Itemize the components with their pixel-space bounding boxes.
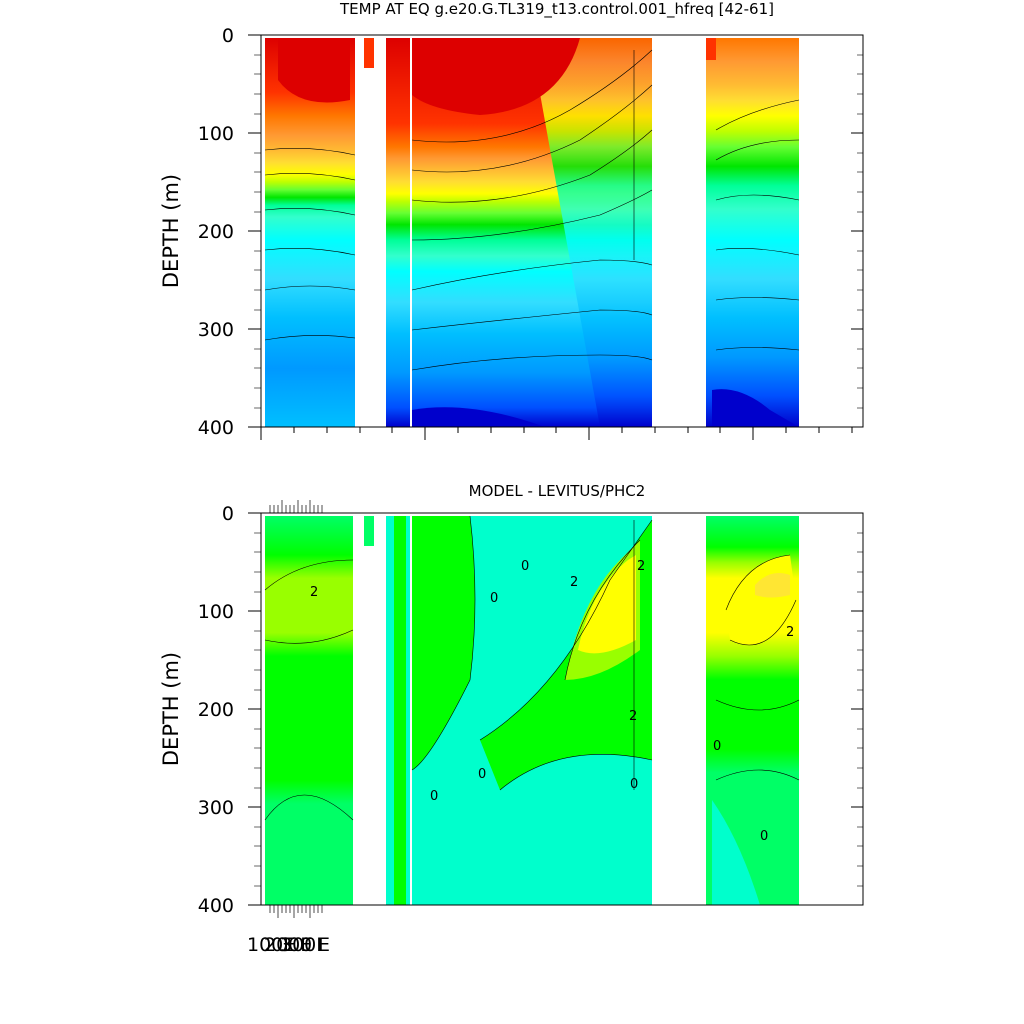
bottom-y-axis-label: DEPTH (m) — [159, 652, 183, 766]
bottom-y-ticks: 0 100 200 300 400 — [198, 503, 863, 917]
top-warm-west — [278, 38, 350, 103]
bottom-contour-lines — [264, 515, 800, 821]
x-tick-label: E — [318, 934, 330, 956]
bottom-contour-line — [729, 599, 797, 646]
top-fill-island-1 — [364, 38, 374, 68]
contour-label: 0 — [490, 591, 498, 606]
top-y-minor-ticks — [254, 54, 863, 409]
contour-label: 2 — [570, 575, 578, 590]
top-contour-line — [715, 194, 800, 201]
top-contour-line — [264, 248, 356, 256]
top-warm-pool — [412, 38, 580, 115]
contour-label: 0 — [478, 767, 486, 782]
bottom-land-gap — [652, 516, 706, 905]
contour-label: 0 — [630, 777, 638, 792]
bottom-panel-title: MODEL - LEVITUS/PHC2 — [469, 482, 646, 500]
bottom-contour-line — [411, 515, 476, 771]
top-contour-line — [264, 173, 356, 181]
top-contour-line — [411, 129, 653, 203]
top-y-axis-label: DEPTH (m) — [159, 174, 183, 288]
contour-label: 2 — [637, 559, 645, 574]
top-contour-line — [264, 148, 356, 156]
contour-label: 0 — [760, 829, 768, 844]
bottom-x-tick-marks — [269, 500, 323, 918]
top-deep-blue-east — [712, 389, 799, 427]
bottom-y-tick-label: 300 — [198, 797, 234, 819]
bottom-fill-west — [265, 516, 353, 905]
top-contour-line — [411, 189, 653, 241]
x-tick-label: 200E — [264, 934, 312, 956]
bottom-y-tick-marks — [248, 512, 863, 906]
contour-label: 2 — [629, 709, 637, 724]
top-contour-line — [411, 84, 653, 173]
bottom-contour-line — [564, 539, 641, 681]
bottom-cyan-east-deep — [712, 800, 760, 905]
top-deep-blue-central — [412, 407, 545, 427]
top-fill-east-warm — [706, 38, 716, 60]
top-contour-line — [264, 285, 356, 291]
bottom-contour-fill — [265, 516, 799, 905]
top-fill-west — [265, 38, 355, 427]
top-contour-line — [264, 208, 356, 216]
top-contour-lines — [264, 49, 800, 371]
top-y-tick-marks — [248, 34, 863, 428]
top-y-tick-label: 300 — [198, 319, 234, 341]
bottom-contour-line — [264, 794, 354, 821]
top-y-tick-label: 0 — [222, 25, 234, 47]
bottom-y-tick-label: 200 — [198, 699, 234, 721]
top-contour-line — [715, 297, 800, 301]
top-panel-title: TEMP AT EQ g.e20.G.TL319_t13.control.001… — [339, 0, 774, 19]
top-y-ticks: 0 100 200 300 400 — [198, 25, 863, 439]
top-contour-fill — [265, 38, 799, 427]
bottom-contour-line — [715, 699, 800, 711]
x-tick-label: 100E — [247, 934, 295, 956]
bottom-y-tick-label: 400 — [198, 895, 234, 917]
bottom-gold-east — [755, 572, 790, 598]
top-contour-line — [411, 354, 653, 371]
top-x-tick-marks — [260, 427, 853, 440]
contour-label: 2 — [786, 625, 794, 640]
top-contour-line — [264, 335, 356, 341]
bottom-panel: MODEL - LEVITUS/PHC2 — [159, 482, 864, 956]
top-contour-line — [411, 259, 653, 291]
bottom-contour-line — [499, 754, 653, 791]
top-fill-island-2 — [386, 38, 410, 427]
bottom-y-tick-label: 100 — [198, 601, 234, 623]
bottom-green-west-central — [412, 516, 475, 770]
bottom-contour-line — [264, 559, 354, 591]
top-contour-line — [715, 99, 800, 131]
top-fill-east-shoal — [530, 38, 652, 427]
bottom-contour-line — [725, 554, 791, 611]
top-contour-line — [715, 347, 800, 351]
contour-label: 0 — [713, 739, 721, 754]
top-contour-line — [715, 248, 800, 256]
bottom-contour-labels: 2 0 0 2 2 2 0 0 0 2 0 0 — [310, 559, 794, 844]
top-contour-line — [715, 139, 800, 161]
top-panel: TEMP AT EQ g.e20.G.TL319_t13.control.001… — [159, 0, 864, 440]
contour-label: 0 — [430, 789, 438, 804]
top-y-tick-label: 200 — [198, 221, 234, 243]
bottom-contour-line — [715, 769, 800, 781]
top-y-tick-label: 100 — [198, 123, 234, 145]
bottom-yellow-east-central — [578, 555, 636, 654]
top-y-tick-label: 400 — [198, 417, 234, 439]
top-contour-line — [411, 49, 653, 143]
bottom-y-minor-ticks — [254, 532, 863, 887]
bottom-contour-line — [264, 629, 354, 644]
x-tick-label: 0 — [300, 934, 312, 956]
x-tick-label: 300E — [280, 934, 328, 956]
contour-label: 0 — [521, 559, 529, 574]
top-contour-line — [411, 309, 653, 331]
bottom-fill-island-3 — [394, 516, 406, 905]
contour-label: 2 — [310, 585, 318, 600]
bottom-x-tick-labels: 100E 200E 300E 0 E — [247, 934, 330, 956]
bottom-contour-line — [479, 519, 653, 741]
top-fill-east — [706, 38, 799, 427]
bottom-fill-island-1 — [364, 516, 374, 546]
bottom-y-tick-label: 0 — [222, 503, 234, 525]
